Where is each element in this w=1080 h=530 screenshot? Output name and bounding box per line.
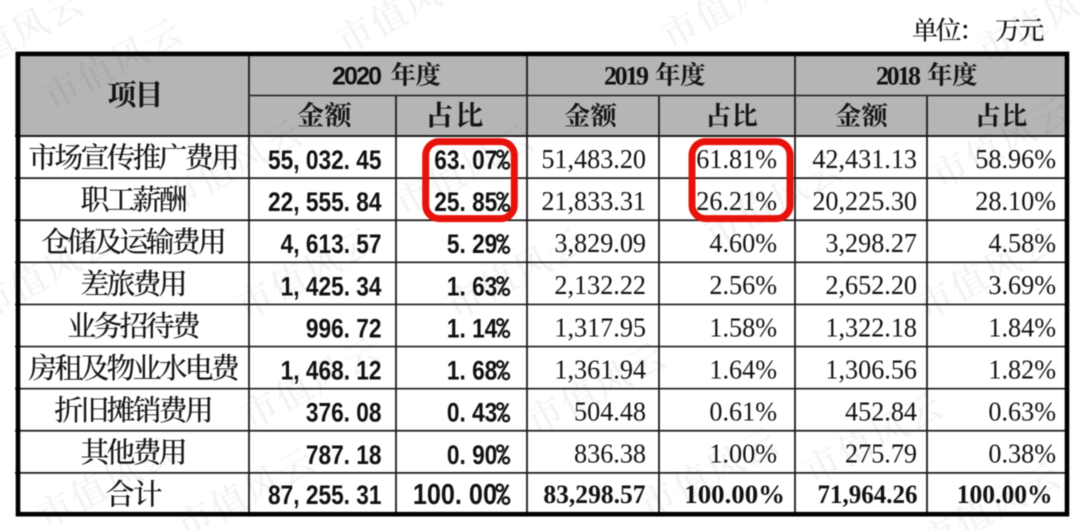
svg-text:83,298.57: 83,298.57: [543, 479, 645, 509]
svg-text:28.10%: 28.10%: [975, 186, 1056, 216]
svg-text:1, 468. 12: 1, 468. 12: [281, 356, 382, 386]
svg-text:1,306.56: 1,306.56: [825, 354, 917, 384]
svg-text:2,652.20: 2,652.20: [825, 270, 917, 300]
svg-text:2018: 2018: [876, 61, 921, 90]
svg-text:504.48: 504.48: [574, 396, 646, 426]
svg-text:100. 00: 100. 00: [413, 478, 497, 511]
svg-text:996. 72: 996. 72: [306, 314, 382, 344]
svg-text:1.58%: 1.58%: [709, 312, 777, 342]
svg-text:21,833.31: 21,833.31: [541, 186, 646, 216]
svg-text:58.96%: 58.96%: [975, 144, 1056, 174]
svg-text:1, 425. 34: 1, 425. 34: [281, 272, 382, 302]
svg-text:20,225.30: 20,225.30: [812, 186, 917, 216]
svg-text:4, 613. 57: 4, 613. 57: [281, 229, 382, 259]
svg-text:61.81%: 61.81%: [696, 144, 777, 174]
svg-text:452.84: 452.84: [845, 396, 917, 426]
svg-text:0.63%: 0.63%: [988, 396, 1056, 426]
svg-text:787. 18: 787. 18: [306, 440, 382, 470]
svg-text:51,483.20: 51,483.20: [541, 144, 646, 174]
svg-text:275.79: 275.79: [845, 438, 917, 468]
svg-text:100.00%: 100.00%: [684, 479, 785, 509]
svg-text:0.61%: 0.61%: [709, 396, 777, 426]
svg-text:4.58%: 4.58%: [988, 228, 1056, 258]
svg-text:0. 43: 0. 43: [447, 398, 497, 428]
svg-text:55, 032. 45: 55, 032. 45: [268, 145, 382, 175]
svg-text:2.56%: 2.56%: [709, 270, 777, 300]
svg-text:2,132.22: 2,132.22: [554, 270, 646, 300]
svg-text:1.00%: 1.00%: [709, 438, 777, 468]
svg-text:1. 14: 1. 14: [447, 314, 498, 344]
svg-text:87, 255. 31: 87, 255. 31: [268, 480, 382, 510]
svg-text:25. 85: 25. 85: [434, 187, 497, 217]
svg-text:1. 68: 1. 68: [447, 356, 498, 386]
svg-text:3,829.09: 3,829.09: [554, 228, 646, 258]
svg-text:376. 08: 376. 08: [306, 398, 382, 428]
svg-text:42,431.13: 42,431.13: [812, 144, 917, 174]
svg-text:1,361.94: 1,361.94: [554, 354, 646, 384]
svg-text:1. 63: 1. 63: [447, 272, 497, 302]
svg-text:1.82%: 1.82%: [988, 354, 1056, 384]
svg-text:63. 07: 63. 07: [434, 145, 497, 175]
svg-text:3,298.27: 3,298.27: [825, 228, 917, 258]
svg-text:1,322.18: 1,322.18: [825, 312, 917, 342]
svg-text:3.69%: 3.69%: [988, 270, 1056, 300]
svg-text:100.00%: 100.00%: [957, 479, 1053, 509]
svg-text:0. 90: 0. 90: [447, 440, 497, 470]
svg-text:1.64%: 1.64%: [709, 354, 777, 384]
svg-text:71,964.26: 71,964.26: [818, 479, 918, 509]
svg-text:26.21%: 26.21%: [696, 186, 777, 216]
svg-text:1.84%: 1.84%: [988, 312, 1056, 342]
svg-text:22, 555. 84: 22, 555. 84: [268, 187, 382, 217]
svg-text:0.38%: 0.38%: [988, 438, 1056, 468]
svg-text:2019: 2019: [604, 61, 649, 90]
svg-text:2020: 2020: [332, 63, 382, 91]
svg-text:5. 29: 5. 29: [447, 229, 497, 259]
svg-text:4.60%: 4.60%: [709, 228, 777, 258]
svg-text:836.38: 836.38: [574, 438, 646, 468]
svg-text:1,317.95: 1,317.95: [554, 312, 646, 342]
